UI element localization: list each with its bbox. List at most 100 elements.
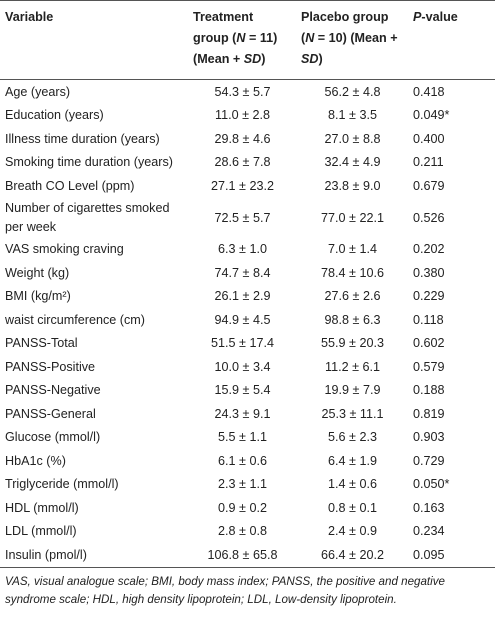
table-cell: 0.602 bbox=[413, 336, 445, 351]
header-text: P bbox=[413, 10, 422, 24]
table-cell: 56.2 ± 4.8 bbox=[324, 84, 381, 99]
table-row: BMI (kg/m²) 26.1 ± 2.9 27.6 ± 2.6 0.229 bbox=[0, 285, 495, 309]
table-cell: 77.0 ± 22.1 bbox=[321, 210, 384, 225]
table-cell: 51.5 ± 17.4 bbox=[211, 336, 274, 351]
table-cell: 0.229 bbox=[413, 289, 445, 304]
table-row: PANSS-Positive 10.0 ± 3.4 11.2 ± 6.1 0.579 bbox=[0, 355, 495, 379]
table-cell: 25.3 ± 11.1 bbox=[321, 406, 384, 421]
table-cell: HDL (mmol/l) bbox=[5, 500, 79, 515]
table-cell: 0.9 ± 0.2 bbox=[218, 500, 267, 515]
table-cell: 55.9 ± 20.3 bbox=[321, 336, 384, 351]
header-cell: Placebo group (N = 10) (Mean + SD) bbox=[296, 1, 408, 80]
header-text: Treatment group ( bbox=[193, 10, 254, 45]
table-row: Number of cigarettes smoked per week 72.5… bbox=[0, 198, 495, 238]
table-cell: 54.3 ± 5.7 bbox=[214, 84, 271, 99]
table-row: HbA1c (%) 6.1 ± 0.6 6.4 ± 1.9 0.729 bbox=[0, 449, 495, 473]
table-cell: 0.234 bbox=[413, 524, 445, 539]
table-cell: 0.8 ± 0.1 bbox=[328, 500, 377, 515]
table-cell: 10.0 ± 3.4 bbox=[214, 359, 271, 374]
table-cell: BMI (kg/m²) bbox=[5, 289, 71, 304]
table-row: Weight (kg) 74.7 ± 8.4 78.4 ± 10.6 0.380 bbox=[0, 261, 495, 285]
table-cell: waist circumference (cm) bbox=[5, 312, 145, 327]
footnote: VAS, visual analogue scale; BMI, body ma… bbox=[5, 574, 445, 606]
table-cell: 0.202 bbox=[413, 242, 445, 257]
table-cell: 98.8 ± 6.3 bbox=[324, 312, 381, 327]
table-cell: 24.3 ± 9.1 bbox=[214, 406, 271, 421]
table-cell: 15.9 ± 5.4 bbox=[214, 383, 271, 398]
table-cell: PANSS-General bbox=[5, 406, 96, 421]
table-cell: 72.5 ± 5.7 bbox=[214, 210, 271, 225]
table-cell: PANSS-Negative bbox=[5, 383, 101, 398]
table-cell: VAS smoking craving bbox=[5, 242, 124, 257]
table-cell: 32.4 ± 4.9 bbox=[324, 155, 381, 170]
table-cell: 26.1 ± 2.9 bbox=[214, 289, 271, 304]
table-cell: Glucose (mmol/l) bbox=[5, 430, 101, 445]
table-cell: 28.6 ± 7.8 bbox=[214, 155, 271, 170]
table-cell: 94.9 ± 4.5 bbox=[214, 312, 271, 327]
table-cell: HbA1c (%) bbox=[5, 453, 66, 468]
table-cell: 0.418 bbox=[413, 84, 445, 99]
table-cell: Smoking time duration (years) bbox=[5, 155, 173, 170]
table-cell: Breath CO Level (ppm) bbox=[5, 178, 135, 193]
table-cell: 2.4 ± 0.9 bbox=[328, 524, 377, 539]
header-row: Variable Treatment group (N = 11) (Mean +… bbox=[0, 0, 495, 80]
table-cell: Education (years) bbox=[5, 108, 104, 123]
table-cell: 0.049* bbox=[413, 108, 450, 123]
header-text: ) bbox=[261, 52, 266, 66]
header-cell: Treatment group (N = 11) (Mean + SD) bbox=[188, 1, 296, 80]
table-cell: 1.4 ± 0.6 bbox=[328, 477, 377, 492]
table-row: HDL (mmol/l) 0.9 ± 0.2 0.8 ± 0.1 0.163 bbox=[0, 496, 495, 520]
table-row: Age (years) 54.3 ± 5.7 56.2 ± 4.8 0.418 bbox=[0, 80, 495, 104]
table-cell: 29.8 ± 4.6 bbox=[214, 131, 271, 146]
table-cell: 6.4 ± 1.9 bbox=[328, 453, 377, 468]
table-cell: 78.4 ± 10.6 bbox=[321, 265, 384, 280]
table-cell: 5.5 ± 1.1 bbox=[218, 430, 267, 445]
table-row: Education (years) 11.0 ± 2.8 8.1 ± 3.5 0.04… bbox=[0, 104, 495, 128]
header-cell: P-value bbox=[408, 1, 495, 80]
table-row: PANSS-Negative 15.9 ± 5.4 19.9 ± 7.9 0.188 bbox=[0, 379, 495, 403]
header-text: SD bbox=[243, 52, 262, 66]
header-text: = 11) (Mean + bbox=[193, 31, 278, 66]
table-row: Glucose (mmol/l) 5.5 ± 1.1 5.6 ± 2.3 0.903 bbox=[0, 426, 495, 450]
table-row: Breath CO Level (ppm) 27.1 ± 23.2 23.8 ± 9… bbox=[0, 174, 495, 198]
header-text: Variable bbox=[5, 10, 54, 24]
table-cell: 27.0 ± 8.8 bbox=[324, 131, 381, 146]
table-row: Illness time duration (years) 29.8 ± 4.6 2… bbox=[0, 127, 495, 151]
table-row: VAS smoking craving 6.3 ± 1.0 7.0 ± 1.4 0.2… bbox=[0, 238, 495, 262]
table-cell: Weight (kg) bbox=[5, 265, 70, 280]
table-cell: 74.7 ± 8.4 bbox=[214, 265, 271, 280]
table-cell: Insulin (pmol/l) bbox=[5, 547, 87, 562]
header-text: -value bbox=[421, 10, 458, 24]
header-text: Placebo group ( bbox=[301, 10, 389, 45]
table-cell: 0.903 bbox=[413, 430, 445, 445]
table-cell: 2.8 ± 0.8 bbox=[218, 524, 267, 539]
header-text: ) bbox=[318, 52, 323, 66]
header-text: N bbox=[305, 31, 315, 45]
header-text: N bbox=[236, 31, 246, 45]
table-cell: 0.095 bbox=[413, 547, 445, 562]
table-cell: 0.380 bbox=[413, 265, 445, 280]
table-cell: 19.9 ± 7.9 bbox=[324, 383, 381, 398]
table-cell: 66.4 ± 20.2 bbox=[321, 547, 384, 562]
table-cell: 0.400 bbox=[413, 131, 445, 146]
table-cell: 6.1 ± 0.6 bbox=[218, 453, 267, 468]
table-cell: 23.8 ± 9.0 bbox=[324, 178, 381, 193]
table-cell: 0.211 bbox=[413, 155, 444, 170]
table-cell: 0.729 bbox=[413, 453, 445, 468]
header-cell: Variable bbox=[0, 1, 188, 80]
table-row: PANSS-Total 51.5 ± 17.4 55.9 ± 20.3 0.602 bbox=[0, 332, 495, 356]
table-cell: 0.579 bbox=[413, 359, 445, 374]
table-row: LDL (mmol/l) 2.8 ± 0.8 2.4 ± 0.9 0.234 bbox=[0, 520, 495, 544]
data-table: Variable Treatment group (N = 11) (Mean +… bbox=[0, 0, 495, 567]
table-cell: PANSS-Total bbox=[5, 336, 78, 351]
header-text: SD bbox=[301, 52, 319, 66]
table-cell: 0.188 bbox=[413, 383, 445, 398]
table-cell: 0.679 bbox=[413, 178, 445, 193]
table-cell: 7.0 ± 1.4 bbox=[328, 242, 377, 257]
table-cell: 5.6 ± 2.3 bbox=[328, 430, 377, 445]
table-cell: Illness time duration (years) bbox=[5, 131, 160, 146]
table-cell: Number of cigarettes smoked per week bbox=[5, 200, 170, 234]
header-text: = 10) (Mean + bbox=[314, 31, 398, 45]
table-row: Smoking time duration (years) 28.6 ± 7.8 3… bbox=[0, 151, 495, 175]
table-cell: 6.3 ± 1.0 bbox=[218, 242, 267, 257]
